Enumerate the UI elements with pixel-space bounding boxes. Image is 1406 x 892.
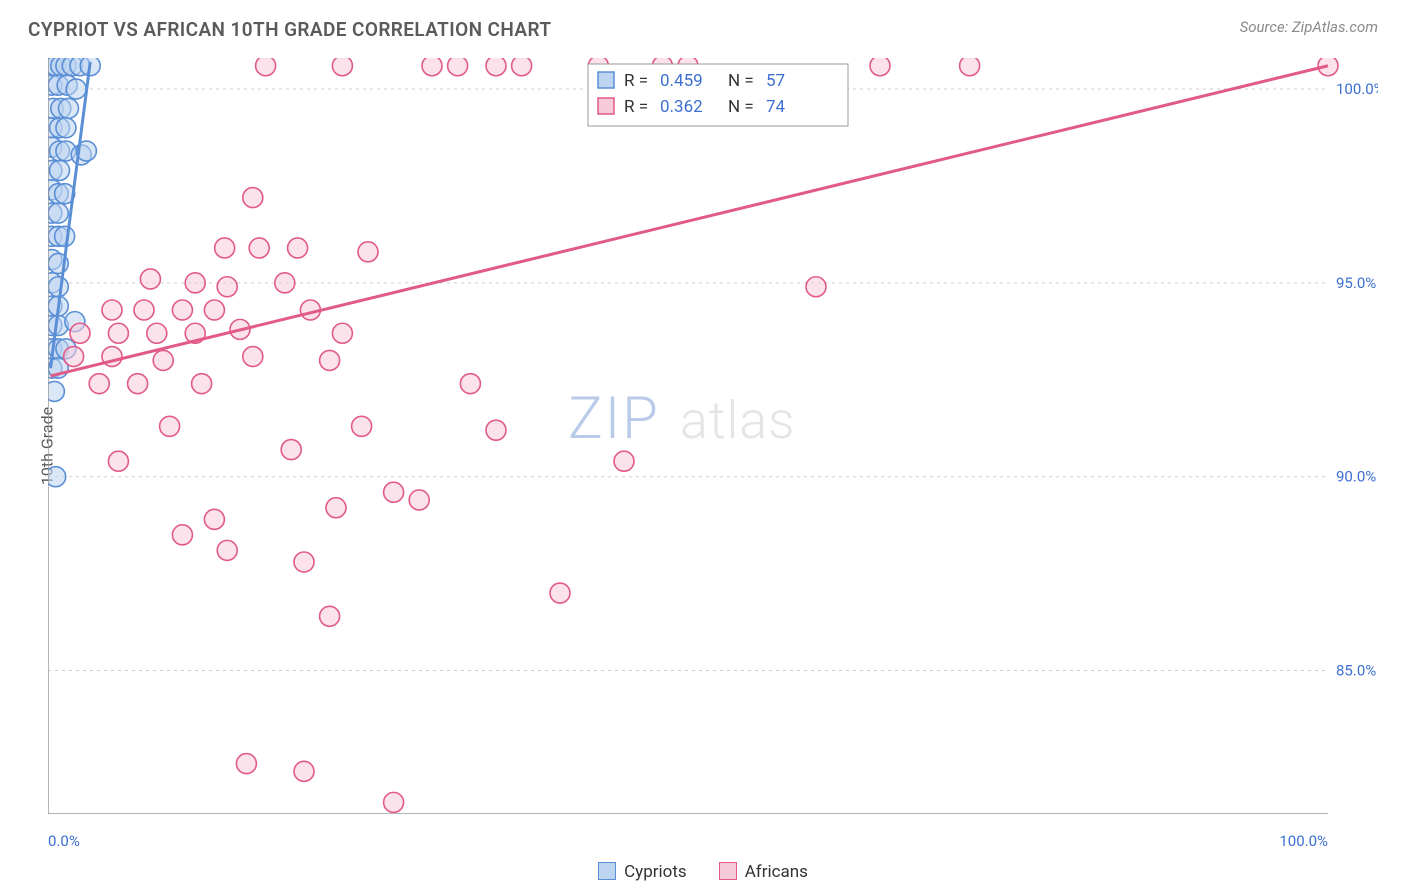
data-point [70, 323, 90, 343]
data-point [294, 761, 314, 781]
legend-r-label: R = [624, 97, 648, 117]
data-point [243, 347, 263, 367]
data-point [384, 482, 404, 502]
legend-r-value: 0.459 [660, 71, 703, 91]
data-point [870, 58, 890, 76]
data-point [352, 416, 372, 436]
data-point [134, 300, 154, 320]
legend-item-cypriots: Cypriots [598, 862, 687, 882]
legend-swatch-cypriots [598, 862, 616, 880]
data-point [422, 58, 442, 76]
legend-n-label: N = [728, 97, 754, 117]
source-name: ZipAtlas.com [1292, 18, 1378, 36]
legend-swatch [598, 72, 614, 88]
data-point [614, 451, 634, 471]
legend-label-cypriots: Cypriots [624, 862, 687, 882]
data-point [192, 374, 212, 394]
data-point [512, 58, 532, 76]
data-point [185, 273, 205, 293]
data-point [320, 350, 340, 370]
data-point [806, 277, 826, 297]
x-tick-label-min: 0.0% [48, 832, 80, 850]
legend-bottom: Cypriots Africans [0, 862, 1406, 882]
data-point [358, 242, 378, 262]
data-point [56, 118, 76, 138]
legend-n-value: 57 [766, 71, 785, 91]
x-tick-label-max: 100.0% [1279, 832, 1328, 850]
data-point [249, 238, 269, 258]
y-tick-label: 100.0% [1336, 80, 1378, 98]
data-point [48, 467, 66, 487]
data-point [89, 374, 109, 394]
source-prefix: Source: [1240, 18, 1292, 36]
header-row: CYPRIOT VS AFRICAN 10TH GRADE CORRELATIO… [0, 0, 1406, 41]
data-point [409, 490, 429, 510]
data-point [128, 374, 148, 394]
data-point [140, 269, 160, 289]
data-point [460, 374, 480, 394]
data-point [48, 277, 68, 297]
data-point [153, 350, 173, 370]
data-point [243, 188, 263, 208]
data-point [147, 323, 167, 343]
data-point [384, 792, 404, 812]
scatter-plot: 85.0% 90.0% 95.0% 100.0% ZIP atlas R = 0.459 N =… [48, 58, 1378, 814]
data-point [48, 203, 68, 223]
data-point [215, 238, 235, 258]
data-point [204, 300, 224, 320]
data-point [275, 273, 295, 293]
data-point [55, 226, 75, 246]
legend-n-label: N = [728, 71, 754, 91]
chart-title: CYPRIOT VS AFRICAN 10TH GRADE CORRELATIO… [28, 18, 551, 41]
legend-n-value: 74 [766, 97, 786, 117]
data-point [288, 238, 308, 258]
data-point [332, 323, 352, 343]
data-point [550, 583, 570, 603]
data-point [160, 416, 180, 436]
data-point [58, 98, 78, 118]
data-point [50, 160, 70, 180]
data-point [204, 509, 224, 529]
series-cypriots [48, 58, 100, 487]
data-point [48, 381, 64, 401]
data-point [326, 498, 346, 518]
data-point [332, 58, 352, 76]
data-point [448, 58, 468, 76]
legend-swatch-africans [719, 862, 737, 880]
data-point [236, 754, 256, 774]
legend-r-value: 0.362 [660, 97, 703, 117]
data-point [217, 540, 237, 560]
y-tick-label: 90.0% [1336, 468, 1376, 486]
data-point [172, 300, 192, 320]
legend-stats-box: R = 0.459 N = 57 R = 0.362 N = 74 [588, 64, 848, 126]
data-point [486, 58, 506, 76]
legend-r-label: R = [624, 71, 648, 91]
svg-text:ZIP: ZIP [568, 385, 660, 453]
svg-text:atlas: atlas [680, 390, 796, 451]
data-point [66, 79, 86, 99]
data-point [294, 552, 314, 572]
data-point [486, 420, 506, 440]
legend-label-africans: Africans [745, 862, 808, 882]
data-point [172, 525, 192, 545]
data-point [960, 58, 980, 76]
data-point [102, 300, 122, 320]
data-point [320, 606, 340, 626]
legend-item-africans: Africans [719, 862, 808, 882]
legend-swatch [598, 98, 614, 114]
data-point [281, 440, 301, 460]
y-tick-label: 85.0% [1336, 662, 1376, 680]
y-tick-label: 95.0% [1336, 274, 1376, 292]
data-point [108, 323, 128, 343]
data-point [64, 347, 84, 367]
watermark: ZIP atlas [568, 385, 796, 453]
data-point [108, 451, 128, 471]
data-point [256, 58, 276, 76]
plot-svg: 85.0% 90.0% 95.0% 100.0% ZIP atlas R = 0.459 N =… [48, 58, 1378, 814]
source-attribution: Source: ZipAtlas.com [1240, 18, 1378, 36]
data-point [217, 277, 237, 297]
